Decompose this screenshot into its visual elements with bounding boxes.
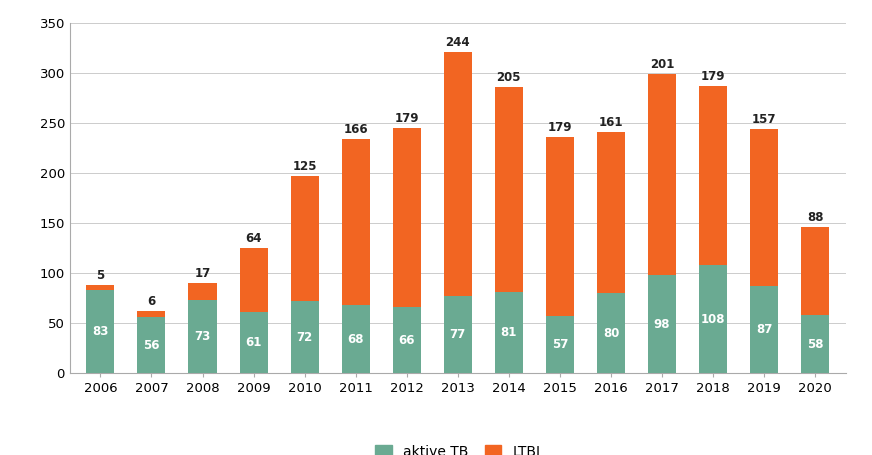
Bar xyxy=(86,285,114,290)
Text: 72: 72 xyxy=(296,331,313,344)
Bar xyxy=(546,137,574,316)
Text: 166: 166 xyxy=(344,123,368,136)
Text: 98: 98 xyxy=(654,318,671,330)
Bar xyxy=(392,307,421,373)
Bar xyxy=(597,293,625,373)
Bar xyxy=(494,87,523,292)
Bar xyxy=(750,286,778,373)
Text: 108: 108 xyxy=(701,313,726,325)
Text: 68: 68 xyxy=(347,333,364,345)
Bar xyxy=(290,301,318,373)
Text: 5: 5 xyxy=(96,269,105,282)
Text: 88: 88 xyxy=(807,211,823,224)
Text: 201: 201 xyxy=(650,58,674,71)
Text: 205: 205 xyxy=(497,71,521,84)
Text: 125: 125 xyxy=(292,160,317,173)
Bar xyxy=(444,52,472,296)
Text: 161: 161 xyxy=(599,116,623,129)
Text: 56: 56 xyxy=(143,339,160,352)
Legend: aktive TB, LTBI: aktive TB, LTBI xyxy=(370,439,546,455)
Text: 73: 73 xyxy=(194,330,211,343)
Text: 80: 80 xyxy=(603,327,619,339)
Bar xyxy=(648,275,676,373)
Bar xyxy=(188,283,216,300)
Bar xyxy=(290,176,318,301)
Bar xyxy=(342,305,370,373)
Bar xyxy=(444,296,472,373)
Text: 179: 179 xyxy=(701,70,726,83)
Bar xyxy=(699,86,727,265)
Bar xyxy=(86,290,114,373)
Bar xyxy=(648,74,676,275)
Text: 61: 61 xyxy=(245,336,262,349)
Text: 6: 6 xyxy=(147,295,155,308)
Text: 57: 57 xyxy=(552,338,568,351)
Bar xyxy=(699,265,727,373)
Bar xyxy=(546,316,574,373)
Text: 81: 81 xyxy=(501,326,517,339)
Bar xyxy=(240,312,268,373)
Bar xyxy=(597,132,625,293)
Bar xyxy=(801,227,829,315)
Bar xyxy=(494,292,523,373)
Text: 58: 58 xyxy=(807,338,823,350)
Bar xyxy=(138,311,166,317)
Bar xyxy=(750,129,778,286)
Text: 66: 66 xyxy=(399,334,415,347)
Text: 17: 17 xyxy=(194,267,211,280)
Bar xyxy=(138,317,166,373)
Text: 179: 179 xyxy=(548,121,572,134)
Bar xyxy=(801,315,829,373)
Text: 157: 157 xyxy=(752,113,776,126)
Text: 179: 179 xyxy=(394,112,419,125)
Bar xyxy=(240,248,268,312)
Text: 244: 244 xyxy=(446,36,470,49)
Text: 64: 64 xyxy=(245,232,262,245)
Bar xyxy=(392,128,421,307)
Text: 87: 87 xyxy=(756,323,773,336)
Bar xyxy=(188,300,216,373)
Text: 77: 77 xyxy=(450,328,466,341)
Text: 83: 83 xyxy=(92,325,109,338)
Bar xyxy=(342,139,370,305)
